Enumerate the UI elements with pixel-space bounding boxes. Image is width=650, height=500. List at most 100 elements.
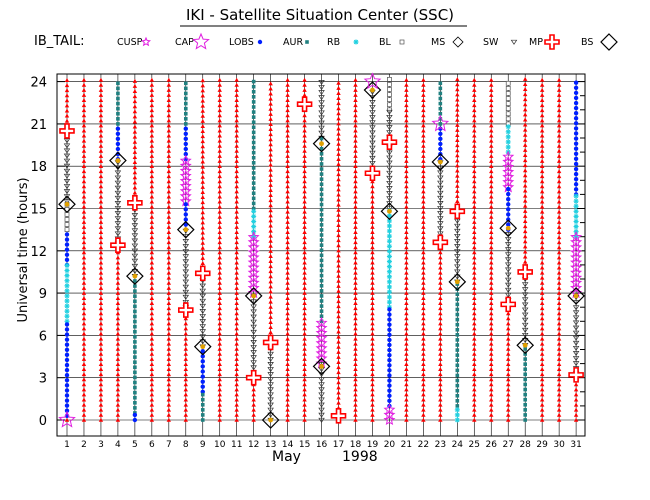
sw-mark (250, 324, 257, 330)
rb-mark (251, 208, 257, 214)
mp-mark (421, 219, 426, 224)
mp-mark (285, 98, 290, 103)
mp-mark (285, 387, 290, 392)
mp-mark (472, 382, 477, 387)
mp-mark (336, 400, 341, 405)
mp-mark (455, 112, 460, 117)
mp-mark (302, 275, 307, 280)
cap-mark (315, 326, 328, 339)
mp-mark (302, 189, 307, 194)
mp-mark (132, 124, 138, 129)
mp-mark (353, 321, 358, 326)
mp-mark (285, 224, 290, 229)
mp-mark (302, 417, 307, 422)
mp-mark (98, 417, 104, 422)
sw-mark (521, 292, 529, 298)
mp-mark (149, 123, 155, 128)
bs-mark (58, 195, 76, 214)
mp-mark (370, 240, 375, 245)
mp-mark (302, 214, 307, 219)
sw-mark (267, 356, 274, 362)
mp-mark (132, 99, 138, 104)
bs-mark (312, 134, 331, 153)
mp-mark (455, 92, 460, 97)
x-tick-label: 20 (384, 440, 396, 450)
mp-mark (217, 346, 222, 351)
sw-mark (131, 258, 139, 264)
mp-mark (302, 113, 307, 118)
aur-mark (319, 294, 324, 298)
y-axis-label: Universal time (hours) (16, 177, 31, 322)
mp-mark (404, 275, 409, 280)
sw-mark (199, 288, 207, 294)
mp-mark (115, 321, 121, 326)
sw-mark (521, 338, 529, 344)
mp-mark (489, 103, 494, 108)
mp-mark (234, 321, 239, 326)
mp-mark (455, 188, 460, 193)
mp-mark (234, 209, 239, 214)
sw-mark (199, 308, 207, 314)
mp-mark (438, 382, 443, 387)
mp-mark (81, 214, 87, 219)
mp-mark (285, 128, 290, 133)
aur-mark (251, 100, 256, 104)
mp-mark (438, 407, 443, 412)
mp-mark (166, 250, 172, 255)
mp-mark (472, 82, 477, 87)
mp-mark (336, 314, 341, 319)
mp-mark (336, 197, 341, 202)
x-tick-label: 11 (231, 440, 242, 450)
mp-mark (115, 387, 121, 392)
mp-mark (302, 265, 307, 270)
mp-mark (166, 164, 172, 168)
mp-mark (489, 392, 494, 397)
cap-mark (363, 72, 382, 90)
lobs-mark (387, 327, 392, 332)
sw-mark (250, 355, 257, 361)
sw-mark (318, 362, 325, 368)
sw-mark (510, 39, 518, 45)
mp-mark (353, 275, 358, 280)
mp-mark (455, 198, 460, 203)
mp-mark (98, 301, 104, 306)
mp-mark (217, 98, 222, 103)
sw-mark (131, 213, 139, 219)
lobs-mark (200, 348, 205, 354)
mp-mark (302, 245, 307, 250)
sw-mark (454, 228, 461, 234)
aur-mark (319, 146, 324, 151)
mp-mark (183, 316, 188, 321)
mp-mark (183, 341, 188, 346)
rb-mark (353, 39, 359, 45)
mp-mark (556, 189, 562, 194)
mp-mark (438, 387, 443, 392)
mp-mark (472, 245, 477, 250)
mp-mark (166, 321, 172, 326)
sw-mark (318, 392, 325, 398)
mp-mark (166, 351, 172, 356)
mp-mark (285, 179, 290, 184)
mp-mark (353, 219, 358, 224)
mp-mark (556, 321, 562, 326)
cap-mark (315, 316, 328, 329)
mp-mark (421, 204, 426, 209)
mp-mark (166, 214, 172, 219)
mp-mark (285, 87, 290, 92)
sw-mark (521, 327, 529, 333)
mp-mark (539, 240, 545, 245)
sw-mark (318, 407, 325, 413)
aur-mark (455, 297, 460, 302)
mp-mark (81, 179, 87, 184)
aur-mark (319, 223, 324, 227)
lobs-mark (387, 332, 392, 338)
rb-mark (64, 303, 70, 309)
legend-label-lobs: LOBS (229, 37, 254, 48)
ms-crossing-mark (454, 279, 460, 285)
mp-mark (217, 209, 222, 214)
aur-mark (251, 79, 256, 84)
mp-mark (149, 87, 155, 92)
rb-mark (386, 279, 392, 285)
aur-mark (438, 86, 443, 91)
mp-mark (506, 356, 511, 361)
